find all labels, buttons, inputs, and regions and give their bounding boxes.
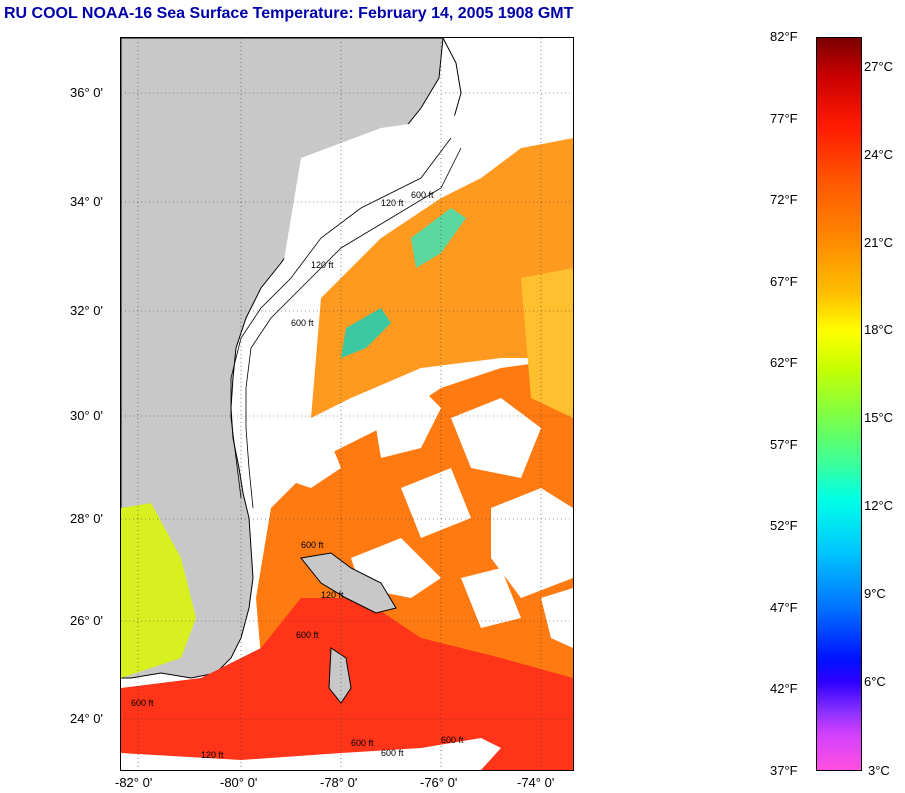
isobath-labels: 120 ft 600 ft 120 ft 600 ft 600 ft 120 f… [131, 190, 464, 760]
svg-text:600 ft: 600 ft [351, 738, 374, 748]
lat-label: 24° 0' [70, 711, 103, 726]
svg-text:600 ft: 600 ft [411, 190, 434, 200]
svg-text:600 ft: 600 ft [296, 630, 319, 640]
lat-label: 28° 0' [70, 511, 103, 526]
svg-text:600 ft: 600 ft [301, 540, 324, 550]
fahrenheit-label: 72°F [770, 192, 798, 207]
lon-label: -82° 0' [115, 775, 153, 790]
svg-text:600 ft: 600 ft [131, 698, 154, 708]
fahrenheit-label: 62°F [770, 355, 798, 370]
lon-label: -80° 0' [220, 775, 258, 790]
fahrenheit-label: 47°F [770, 600, 798, 615]
svg-text:600 ft: 600 ft [291, 318, 314, 328]
fahrenheit-label: 52°F [770, 518, 798, 533]
celsius-label: 18°C [864, 322, 894, 337]
svg-text:600 ft: 600 ft [381, 748, 404, 758]
lat-label: 36° 0' [70, 85, 103, 100]
lat-label: 32° 0' [70, 303, 103, 318]
celsius-label: 27°C [864, 59, 894, 74]
isobath-120ft [230, 137, 452, 499]
svg-text:120 ft: 120 ft [201, 750, 224, 760]
lon-label: -78° 0' [320, 775, 358, 790]
cuba-coast [121, 738, 501, 770]
fahrenheit-label: 77°F [770, 111, 798, 126]
celsius-label: 24°C [864, 147, 894, 162]
map-title: RU COOL NOAA-16 Sea Surface Temperature:… [4, 5, 574, 22]
fahrenheit-label: 42°F [770, 681, 798, 696]
celsius-label: 6°C [864, 674, 886, 689]
cool-shelf-water-north [411, 208, 466, 268]
fahrenheit-label: 37°F [770, 763, 798, 778]
north-warm-water [521, 268, 573, 418]
lat-label: 34° 0' [70, 194, 103, 209]
cool-shelf-water [341, 308, 391, 358]
temperature-colorbar [816, 37, 862, 771]
celsius-label: 15°C [864, 410, 894, 425]
lat-label: 26° 0' [70, 613, 103, 628]
celsius-label: 21°C [864, 235, 894, 250]
fahrenheit-label: 57°F [770, 437, 798, 452]
cloud-cover [281, 78, 573, 648]
svg-text:600 ft: 600 ft [441, 735, 464, 745]
svg-text:120 ft: 120 ft [321, 590, 344, 600]
celsius-label: 3°C [868, 763, 890, 778]
fahrenheit-label: 67°F [770, 274, 798, 289]
bahamas-islands [300, 552, 397, 614]
celsius-label: 9°C [864, 586, 886, 601]
celsius-label: 12°C [864, 498, 894, 513]
andros-island [328, 647, 352, 704]
svg-text:120 ft: 120 ft [381, 198, 404, 208]
mid-atlantic-water [311, 138, 573, 418]
svg-text:120 ft: 120 ft [311, 260, 334, 270]
lon-label: -76° 0' [420, 775, 458, 790]
lon-label: -74° 0' [517, 775, 555, 790]
isobath-600ft [245, 147, 462, 509]
lat-grid [121, 92, 573, 720]
fahrenheit-label: 82°F [770, 29, 798, 44]
lat-label: 30° 0' [70, 408, 103, 423]
sst-map: 120 ft 600 ft 120 ft 600 ft 600 ft 120 f… [120, 37, 574, 771]
gulf-stream-water [121, 503, 196, 678]
